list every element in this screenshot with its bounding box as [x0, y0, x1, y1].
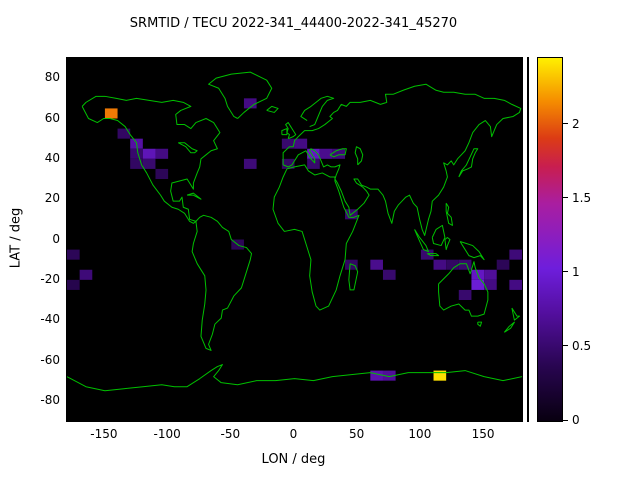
heatmap-cell	[294, 138, 308, 149]
coastline-sulawesi	[445, 237, 450, 249]
heatmap-cell	[79, 269, 93, 280]
coastline-caspian-sea	[355, 147, 363, 165]
coastline-cuba	[187, 193, 201, 199]
heatmap-cell	[509, 279, 522, 290]
coastline-java	[427, 254, 438, 256]
heatmap-cell	[307, 148, 320, 159]
coastline-borneo	[432, 225, 445, 245]
x-tick-label: -150	[90, 427, 118, 441]
y-tick-label: -60	[40, 352, 60, 367]
coastline-north-america	[82, 96, 220, 223]
heatmap-cell	[130, 158, 143, 169]
y-tick-label: 80	[44, 70, 60, 85]
coastline-antarctica	[67, 365, 522, 391]
y-tick-label: 0	[52, 231, 60, 246]
x-tick-label: 100	[408, 427, 432, 441]
heatmap-cell	[370, 370, 383, 381]
y-tick-label: -40	[40, 312, 60, 327]
heatmap-cell	[319, 148, 333, 159]
heatmap-cell	[243, 158, 257, 169]
colorbar-tick-mark	[563, 345, 568, 347]
coastline-black-sea	[330, 149, 346, 157]
heatmap-cell	[496, 259, 510, 270]
heatmap-cell	[142, 158, 156, 169]
heatmap-cell	[281, 138, 295, 149]
heatmap-cell	[332, 148, 346, 159]
heatmap-cell	[117, 128, 131, 139]
heatmap-cell	[243, 98, 257, 109]
coastline-australia	[439, 262, 488, 316]
coastline-philippines	[446, 203, 452, 225]
coastline-new-guinea	[460, 242, 484, 260]
colorbar-tick-label: 0	[572, 413, 580, 427]
heatmap-cell	[471, 279, 485, 290]
heatmap-cell	[104, 108, 118, 119]
x-tick-label: -50	[220, 427, 241, 441]
colorbar-tick-mark	[563, 419, 568, 421]
coastline-great-lakes	[178, 143, 197, 153]
colorbar-tick-label: 1.5	[572, 190, 592, 205]
heatmap-cell	[142, 148, 156, 159]
x-tick-label: 50	[349, 427, 365, 441]
plot-area	[66, 57, 523, 422]
colorbar-tick-mark	[563, 197, 568, 199]
heatmap-cell	[458, 259, 472, 270]
heatmap-cell	[67, 249, 80, 260]
heatmap-cell	[155, 148, 169, 159]
x-tick-label: 0	[289, 427, 298, 441]
heatmap-cell	[446, 259, 459, 270]
heatmap-cell	[484, 279, 497, 290]
heatmap-cell	[67, 279, 80, 290]
heatmap-cell	[155, 168, 169, 179]
coastline-ireland	[282, 129, 287, 135]
coastline-uk	[286, 123, 296, 139]
heatmap-cell	[130, 148, 143, 159]
coastline-new-zealand-south	[504, 322, 514, 332]
x-tick-label: 150	[471, 427, 495, 441]
colorbar-tick-mark	[563, 123, 568, 125]
heatmap-cell	[458, 289, 472, 300]
colorbar	[537, 57, 563, 422]
separator-line	[527, 57, 529, 422]
coastline-eurasia	[283, 84, 521, 235]
colorbar-tick-mark	[563, 271, 568, 273]
heatmap-cell	[382, 269, 396, 280]
colorbar-tick-label: 2	[572, 116, 580, 131]
y-tick-label: 40	[44, 150, 60, 165]
heatmap-cell	[433, 259, 447, 270]
heatmap-cell	[433, 370, 447, 381]
colorbar-tick-label: 1	[572, 264, 580, 279]
y-tick-label: -20	[40, 271, 60, 286]
y-tick-label: 20	[44, 191, 60, 206]
coastline-south-america	[192, 215, 251, 350]
colorbar-tick-label: 0.5	[572, 338, 592, 353]
heatmap-cell	[307, 158, 320, 169]
coastline-scandinavia	[301, 96, 334, 126]
chart-title: SRMTID / TECU 2022-341_44400-2022-341_45…	[129, 16, 458, 31]
coastline-sumatra	[415, 229, 429, 251]
x-tick-label: -100	[153, 427, 181, 441]
heatmap-cell	[370, 259, 383, 270]
coastline-iceland	[267, 106, 278, 112]
heatmap-cell	[484, 269, 497, 280]
heatmap-cell	[420, 249, 434, 260]
y-tick-label: -80	[40, 392, 60, 407]
coastline-new-zealand-north	[512, 308, 520, 320]
coastline-africa	[273, 165, 359, 310]
heatmap-cell	[509, 249, 522, 260]
coastline-madagascar	[349, 264, 358, 290]
heatmap-cell	[382, 370, 396, 381]
coastline-japan	[459, 149, 478, 177]
coastline-tasmania	[478, 322, 482, 326]
heatmap-cell	[281, 158, 295, 169]
world-map	[67, 58, 522, 421]
x-axis-label: LON / deg	[261, 452, 326, 467]
coastline-greenland	[209, 72, 272, 118]
y-tick-label: 60	[44, 110, 60, 125]
